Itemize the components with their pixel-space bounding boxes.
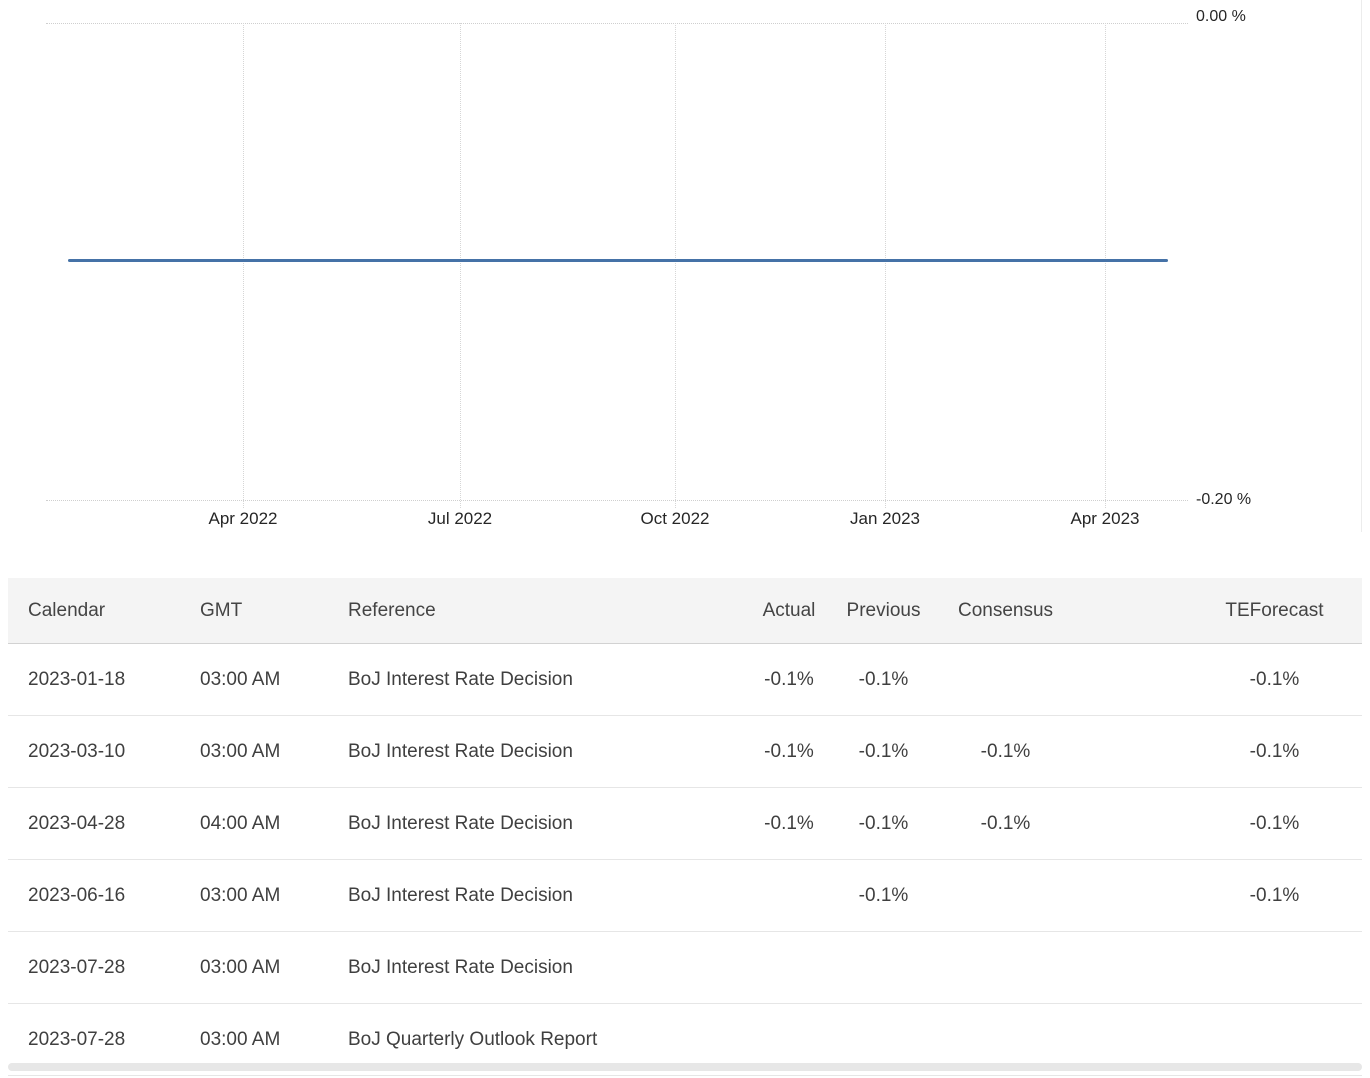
column-header-gmt: GMT	[180, 578, 328, 644]
table-cell	[736, 859, 842, 932]
table-cell: -0.1%	[842, 643, 925, 716]
table-cell: 03:00 AM	[180, 643, 328, 716]
column-header-calendar: Calendar	[8, 578, 180, 644]
table-cell: 03:00 AM	[180, 859, 328, 932]
table-row: 2023-04-28 04:00 AM BoJ Interest Rate Deci…	[8, 787, 1362, 860]
page-column-divider	[1361, 0, 1362, 532]
x-tick-label: Jan 2023	[850, 509, 920, 528]
column-header-reference: Reference	[328, 578, 736, 644]
table-cell: -0.1%	[925, 715, 1086, 788]
table-cell: -0.1%	[842, 715, 925, 788]
table-cell: 2023-07-28	[8, 931, 180, 1004]
table-cell	[842, 931, 925, 1004]
table-body: 2023-01-18 03:00 AM BoJ Interest Rate Deci…	[8, 643, 1362, 1076]
table-cell: -0.1%	[925, 787, 1086, 860]
x-gridline	[675, 23, 676, 508]
table-cell: 04:00 AM	[180, 787, 328, 860]
table-cell: -0.1%	[1086, 859, 1362, 932]
x-tick-label: Apr 2023	[1070, 509, 1140, 528]
gridline-bottom	[46, 500, 1188, 501]
series-line	[68, 259, 1168, 262]
table-cell: -0.1%	[736, 715, 842, 788]
table-cell: 2023-01-18	[8, 643, 180, 716]
column-header-actual: Actual	[736, 578, 842, 644]
table-row: 2023-03-10 03:00 AM BoJ Interest Rate Deci…	[8, 715, 1362, 788]
horizontal-scrollbar[interactable]	[8, 1063, 1362, 1071]
table-header-row: Calendar GMT Reference Actual Previous C…	[8, 578, 1362, 644]
gridline-zero	[46, 23, 1188, 24]
economic-calendar-table: Calendar GMT Reference Actual Previous C…	[8, 578, 1362, 1076]
table-cell	[925, 931, 1086, 1004]
table-cell	[925, 643, 1086, 716]
table-cell: -0.1%	[736, 643, 842, 716]
table-row: 2023-07-28 03:00 AM BoJ Interest Rate Deci…	[8, 931, 1362, 1004]
x-gridline	[885, 23, 886, 508]
table-cell: 03:00 AM	[180, 931, 328, 1004]
table-cell: BoJ Interest Rate Decision	[328, 859, 736, 932]
table-cell: 2023-03-10	[8, 715, 180, 788]
interest-rate-chart: Apr 2022 Jul 2022 Oct 2022 Jan 2023 Apr …	[46, 0, 1362, 532]
column-header-previous: Previous	[842, 578, 925, 644]
table-cell	[1086, 931, 1362, 1004]
table-cell: -0.1%	[1086, 787, 1362, 860]
table-cell: -0.1%	[1086, 715, 1362, 788]
table-cell: -0.1%	[842, 787, 925, 860]
x-tick-label: Oct 2022	[640, 509, 710, 528]
table-cell: 2023-04-28	[8, 787, 180, 860]
x-gridline	[243, 23, 244, 508]
x-gridline	[460, 23, 461, 508]
table-cell	[925, 859, 1086, 932]
table-cell: BoJ Interest Rate Decision	[328, 787, 736, 860]
table-row: 2023-01-18 03:00 AM BoJ Interest Rate Deci…	[8, 643, 1362, 716]
y-tick-label-zero: 0.00 %	[1196, 8, 1246, 25]
x-tick-label: Apr 2022	[208, 509, 278, 528]
table-row: 2023-06-16 03:00 AM BoJ Interest Rate Deci…	[8, 859, 1362, 932]
table-cell: -0.1%	[736, 787, 842, 860]
table-cell: BoJ Interest Rate Decision	[328, 931, 736, 1004]
table-cell: 2023-06-16	[8, 859, 180, 932]
table-cell: BoJ Interest Rate Decision	[328, 715, 736, 788]
column-header-consensus: Consensus	[925, 578, 1086, 644]
table-cell: -0.1%	[1086, 643, 1362, 716]
table-cell: 03:00 AM	[180, 715, 328, 788]
column-header-teforecast: TEForecast	[1086, 578, 1362, 644]
table-cell: BoJ Interest Rate Decision	[328, 643, 736, 716]
table-cell: -0.1%	[842, 859, 925, 932]
x-gridline	[1105, 23, 1106, 508]
table-cell	[736, 931, 842, 1004]
x-tick-label: Jul 2022	[427, 509, 493, 528]
y-tick-label-bottom: -0.20 %	[1196, 491, 1252, 508]
